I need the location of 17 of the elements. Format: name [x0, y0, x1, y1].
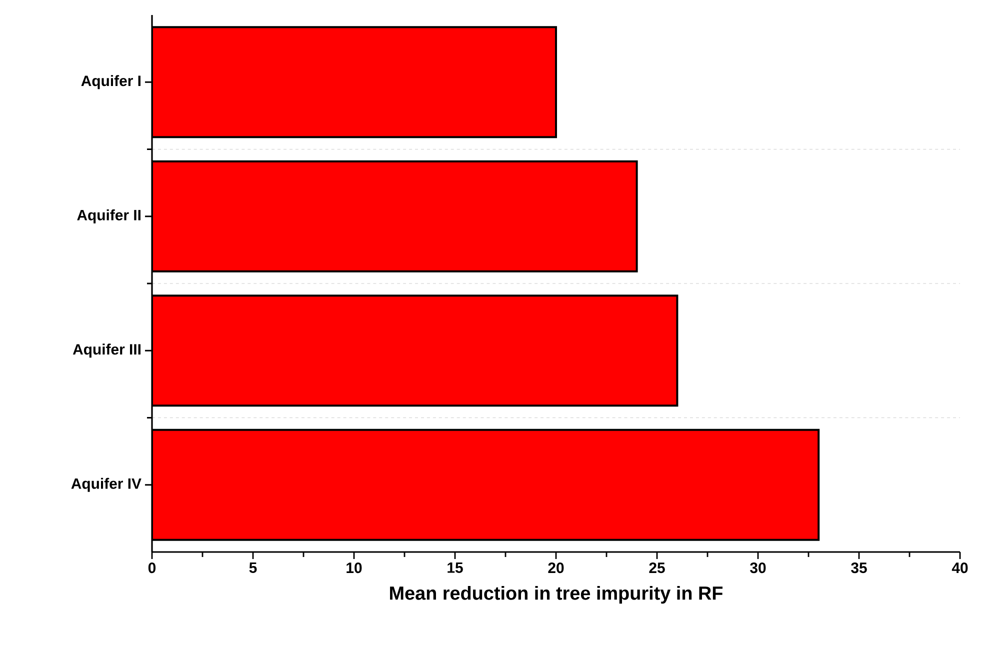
y-tick-label: Aquifer III — [72, 344, 140, 358]
bar — [152, 428, 820, 541]
x-tick-label: 25 — [649, 562, 665, 574]
x-tick-label: 5 — [249, 562, 257, 573]
x-tick-label: 15 — [448, 562, 463, 573]
x-axis-title: Mean reduction in tree impurity in RF — [390, 586, 723, 604]
x-tick-label: 0 — [148, 562, 156, 574]
bar — [152, 160, 638, 272]
x-tick-label: 10 — [346, 562, 362, 574]
y-tick-label: Aquifer I — [81, 75, 140, 90]
x-tick-label: 30 — [750, 562, 766, 574]
y-tick-label: Aquifer IV — [71, 478, 142, 492]
y-tick-label: Aquifer II — [77, 209, 140, 224]
x-tick-label: 20 — [548, 562, 564, 574]
x-tick-label: 40 — [952, 562, 968, 574]
x-tick-label: 35 — [851, 562, 867, 574]
bar — [152, 294, 678, 407]
